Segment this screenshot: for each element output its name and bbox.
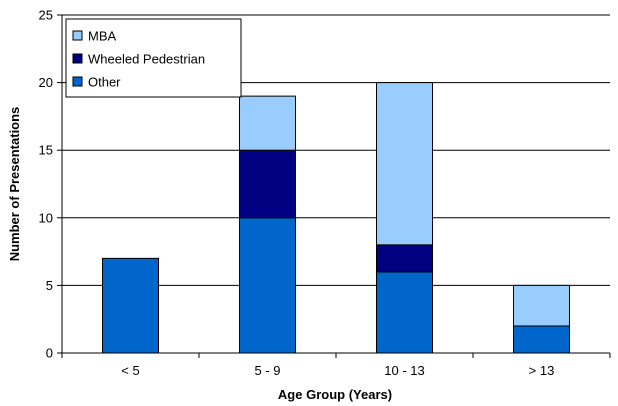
bar-segment	[239, 217, 296, 354]
x-tick-label: > 13	[529, 363, 555, 378]
bars	[102, 82, 570, 354]
legend-swatch	[72, 53, 83, 64]
legend: MBA Wheeled Pedestrian Other	[65, 18, 242, 98]
y-tick-label: 20	[39, 75, 53, 90]
x-tick-label: < 5	[121, 363, 139, 378]
legend-swatch	[72, 76, 83, 87]
x-tick-label: 5 - 9	[254, 363, 280, 378]
y-tick-label: 15	[39, 143, 53, 158]
bar-segment	[513, 284, 570, 327]
x-tick-label: 10 - 13	[384, 363, 424, 378]
y-tick-labels: 0 5 10 15 20 25	[39, 8, 53, 361]
bar-segment	[376, 271, 433, 354]
y-tick-label: 10	[39, 210, 53, 225]
y-tick-label: 5	[46, 278, 53, 293]
legend-label: Wheeled Pedestrian	[88, 52, 205, 67]
y-tick-label: 25	[39, 8, 53, 23]
legend-label: Other	[88, 75, 121, 90]
x-tick-labels: < 5 5 - 9 10 - 13 > 13	[121, 363, 554, 378]
bar-segment	[102, 257, 159, 354]
bar-segment	[376, 82, 433, 246]
legend-swatch	[72, 30, 83, 41]
bar-segment	[239, 149, 296, 219]
bar-segment	[513, 325, 570, 354]
bar-segment	[239, 95, 296, 151]
y-axis-title: Number of Presentations	[7, 107, 22, 262]
bar-segment	[376, 244, 433, 273]
axes	[57, 14, 611, 358]
x-axis-title: Age Group (Years)	[278, 387, 392, 402]
legend-label: MBA	[88, 29, 117, 44]
y-tick-label: 0	[46, 346, 53, 361]
legend-box	[65, 18, 242, 98]
